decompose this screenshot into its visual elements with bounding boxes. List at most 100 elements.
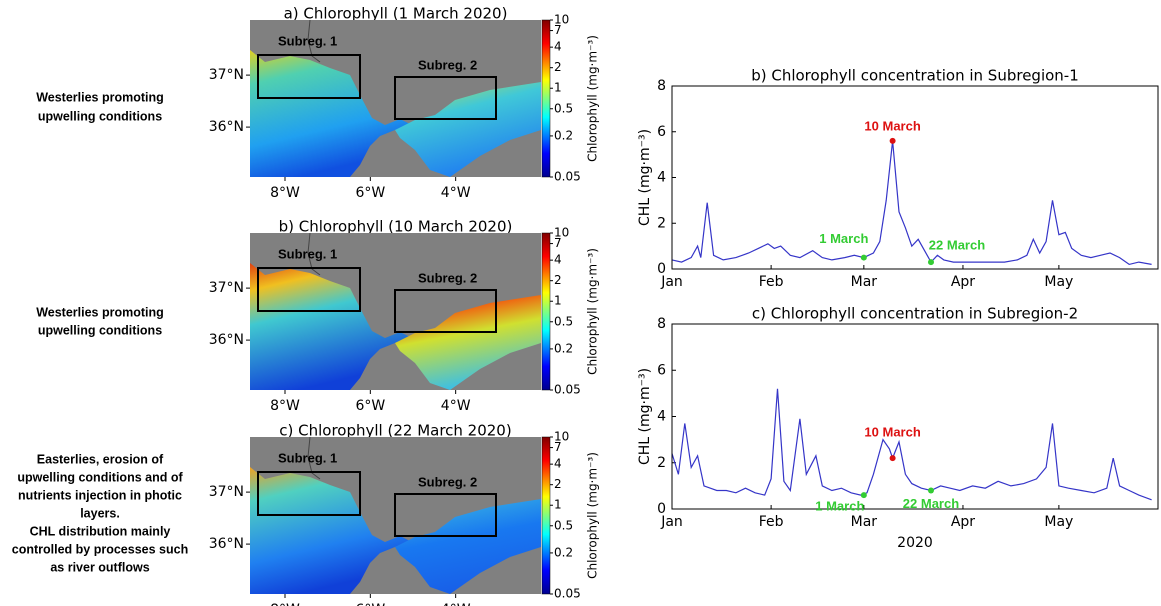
subregion-label: Subreg. 2: [418, 474, 477, 489]
x-tick-label: 6°W: [355, 398, 385, 414]
y-tick-label: 4: [657, 409, 666, 425]
sea-atlantic: [250, 263, 410, 390]
coast-river: [307, 436, 321, 480]
event-marker: [860, 492, 867, 499]
colorbar-label: Chlorophyll (mg·m⁻³): [586, 35, 600, 162]
y-tick-label: 6: [657, 362, 666, 378]
x-tick-label: May: [1044, 274, 1073, 290]
colorbar-tick-label: 10: [554, 13, 569, 27]
event-label: 1 March: [819, 231, 868, 246]
event-marker: [860, 254, 867, 261]
event-label: 22 March: [929, 238, 985, 253]
colorbar-tick-label: 0.2: [554, 341, 573, 355]
annotation-line: nutrients injection in photic: [18, 488, 182, 502]
subregion-box: [257, 54, 361, 99]
colorbar-tick-label: 7: [554, 23, 562, 37]
x-tick-label: 8°W: [270, 398, 300, 414]
colorbar-tick-label: 7: [554, 440, 562, 454]
subregion-label: Subreg. 2: [418, 57, 477, 72]
x-axis-label: 2020: [897, 535, 933, 551]
annotation-line: Easterlies, erosion of: [37, 452, 164, 466]
x-tick-label: Feb: [759, 274, 784, 290]
sea-atlantic: [250, 467, 410, 594]
x-tick-label: Jan: [660, 274, 683, 290]
plot-frame: [671, 85, 1159, 270]
map-panel: b) Chlorophyll (10 March 2020) Subreg. 1 S…: [209, 218, 600, 415]
subregion-label: Subreg. 2: [418, 270, 477, 285]
colorbar: [541, 19, 551, 178]
event-marker: [927, 259, 934, 266]
event-marker: [927, 487, 934, 494]
x-tick-label: Apr: [951, 514, 975, 530]
colorbar-tick-label: 10: [554, 430, 569, 444]
y-tick-label: 6: [657, 124, 666, 140]
colorbar-tick-label: 1: [554, 81, 562, 95]
annotation-line: upwelling conditions and of: [17, 470, 183, 484]
colorbar-tick-label: 4: [554, 253, 562, 267]
line-series: [671, 140, 1152, 266]
annotation-line: upwelling conditions: [38, 109, 162, 123]
y-tick-label: 2: [657, 455, 666, 471]
map-title: a) Chlorophyll (1 March 2020): [284, 5, 508, 23]
chart-title: b) Chlorophyll concentration in Subregio…: [751, 67, 1079, 85]
y-tick-label: 36°N: [209, 332, 244, 348]
x-tick-label: 8°W: [270, 602, 300, 606]
colorbar: [541, 232, 551, 391]
y-tick-label: 8: [657, 78, 666, 94]
sea-mediterranean: [395, 295, 541, 390]
x-tick-label: May: [1044, 514, 1073, 530]
x-tick-label: Mar: [851, 274, 878, 290]
colorbar-tick-label: 2: [554, 477, 562, 491]
y-axis-label: CHL (mg·m⁻³): [637, 368, 653, 465]
event-marker: [889, 137, 896, 144]
colorbar-label: Chlorophyll (mg·m⁻³): [586, 452, 600, 579]
map-panel: a) Chlorophyll (1 March 2020) Subreg. 1 Su…: [209, 5, 600, 202]
x-tick-label: 6°W: [355, 602, 385, 606]
map-panel: c) Chlorophyll (22 March 2020) Subreg. 1 S…: [209, 422, 600, 606]
annotation-line: Westerlies promoting: [36, 305, 164, 319]
y-tick-label: 2: [657, 215, 666, 231]
subregion-box: [394, 76, 497, 120]
map-title: b) Chlorophyll (10 March 2020): [279, 218, 513, 236]
subregion-label: Subreg. 1: [278, 33, 337, 48]
x-tick-label: 4°W: [441, 398, 471, 414]
colorbar-label: Chlorophyll (mg·m⁻³): [586, 248, 600, 375]
colorbar-tick-label: 0.05: [554, 170, 581, 184]
annotation-line: controlled by processes such: [12, 542, 188, 556]
y-tick-label: 37°N: [209, 280, 244, 296]
y-tick-label: 37°N: [209, 484, 244, 500]
colorbar-tick-label: 0.05: [554, 587, 581, 601]
colorbar-tick-label: 7: [554, 236, 562, 250]
colorbar-tick-label: 4: [554, 457, 562, 471]
event-label: 1 March: [815, 499, 864, 514]
colorbar-tick-label: 2: [554, 60, 562, 74]
x-tick-label: 8°W: [270, 185, 300, 201]
subregion-box: [394, 493, 497, 537]
sea-atlantic: [250, 50, 410, 177]
colorbar: [541, 436, 551, 595]
subregion-box: [257, 471, 361, 516]
x-tick-label: Apr: [951, 274, 975, 290]
y-tick-label: 0: [657, 501, 666, 517]
map-title: c) Chlorophyll (22 March 2020): [279, 422, 511, 440]
y-axis-label: CHL (mg·m⁻³): [637, 129, 653, 226]
sea-mediterranean: [395, 499, 541, 594]
coast-river: [307, 19, 321, 63]
x-tick-label: 6°W: [355, 185, 385, 201]
subregion-box: [394, 289, 497, 333]
colorbar-tick-label: 0.5: [554, 518, 573, 532]
event-label: 10 March: [864, 425, 920, 440]
y-tick-label: 36°N: [209, 119, 244, 135]
coast-river: [307, 232, 321, 276]
colorbar-tick-label: 0.2: [554, 128, 573, 142]
y-tick-label: 4: [657, 170, 666, 186]
y-tick-label: 8: [657, 316, 666, 332]
annotation-line: upwelling conditions: [38, 323, 162, 337]
annotation-line: layers.: [80, 506, 120, 520]
chart-title: c) Chlorophyll concentration in Subregio…: [752, 305, 1078, 323]
y-tick-label: 0: [657, 261, 666, 277]
event-marker: [889, 455, 896, 462]
sea-mediterranean: [395, 82, 541, 177]
annotation-line: Westerlies promoting: [36, 90, 164, 104]
